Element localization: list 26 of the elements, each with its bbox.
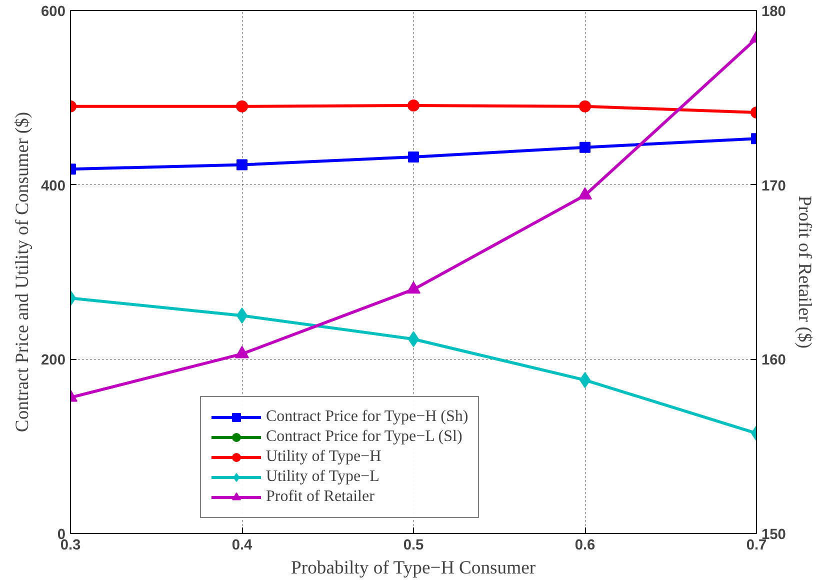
x-tick-label: 0.3 xyxy=(60,538,81,554)
y2-tick-label: 160 xyxy=(762,352,786,369)
legend-label: Utility of Type−L xyxy=(266,468,380,486)
point xyxy=(580,142,590,153)
legend-label: Profit of Retailer xyxy=(266,488,374,506)
x-tick-label: 0.6 xyxy=(574,538,596,554)
x-tick-label: 0.7 xyxy=(746,538,767,554)
y2-tick-label: 170 xyxy=(762,178,786,194)
x-tick-label: 0.5 xyxy=(403,538,424,554)
point xyxy=(236,100,248,112)
y2-axis-title: Profit of Retailer ($) xyxy=(794,196,815,348)
point xyxy=(236,159,248,170)
point xyxy=(406,281,420,294)
point xyxy=(579,100,591,112)
y-tick-label: 600 xyxy=(41,4,66,20)
y-tick-label: 200 xyxy=(41,352,66,369)
point xyxy=(408,100,420,112)
legend-label: Contract Price for Type−L (Sl) xyxy=(266,428,462,446)
y2-tick-label: 180 xyxy=(762,4,786,20)
y-tick-label: 400 xyxy=(41,178,66,194)
legend-label: Contract Price for Type−H (Sh) xyxy=(266,408,468,426)
point xyxy=(408,151,419,162)
y-axis-title: Contract Price and Utility of Consumer ($) xyxy=(12,112,34,432)
x-tick-label: 0.4 xyxy=(232,538,254,554)
x-axis-title: Probabilty of Type−H Consumer xyxy=(291,558,536,578)
legend-label: Utility of Type−H xyxy=(266,448,382,466)
